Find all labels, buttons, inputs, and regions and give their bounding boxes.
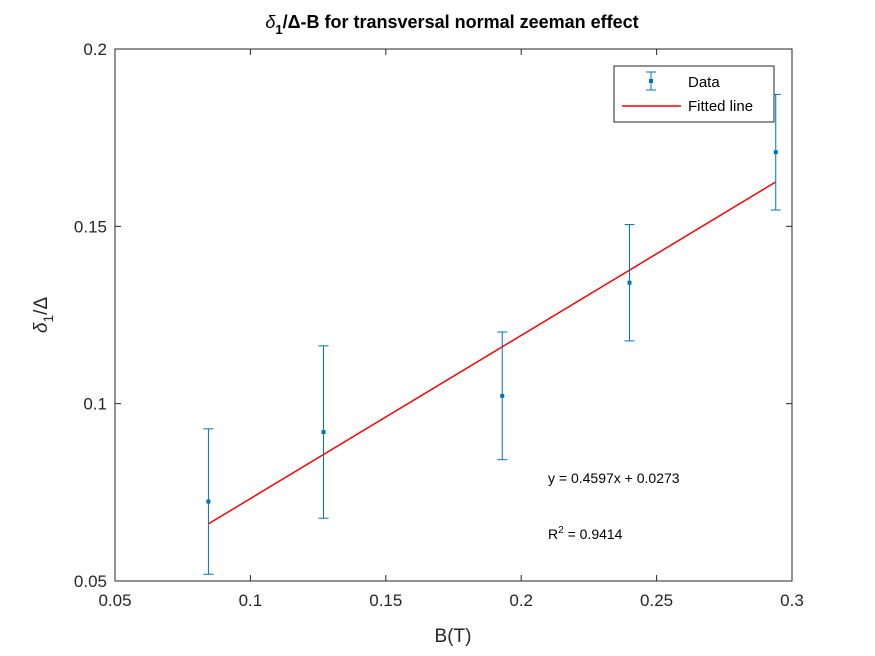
y-tick-label: 0.15 [74, 217, 107, 236]
fitted-line-layer [208, 181, 777, 525]
y-tick-label: 0.2 [83, 40, 107, 59]
x-tick-label: 0.25 [640, 591, 673, 610]
legend: Data Fitted line [613, 65, 775, 123]
legend-box [613, 65, 775, 123]
plot-area [114, 48, 793, 582]
x-axis-label: B(T) [435, 626, 472, 647]
data-point [206, 499, 211, 504]
data-point-errorbar [624, 224, 635, 342]
data-point [500, 393, 505, 398]
data-point [773, 150, 778, 155]
r-squared-annotation: R2 = 0.9414 [548, 525, 623, 542]
legend-data-marker [646, 71, 656, 91]
data-errorbar-layer [203, 93, 781, 575]
y-tick-label: 0.05 [74, 572, 107, 591]
x-tick-label: 0.1 [239, 591, 263, 610]
x-tick-label: 0.15 [369, 591, 402, 610]
x-tick-labels: 0.05 0.1 0.15 0.2 0.25 0.3 [98, 591, 803, 610]
legend-fit-label: Fitted line [688, 98, 753, 115]
y-tick-labels: 0.05 0.1 0.15 0.2 [74, 40, 107, 591]
y-tick-label: 0.1 [83, 395, 107, 414]
x-tick-label: 0.2 [509, 591, 533, 610]
y-axis-label: δ1/Δ [31, 297, 56, 334]
axis-ticks [114, 48, 793, 582]
data-point-errorbar [203, 428, 214, 575]
data-point [321, 430, 326, 435]
fitted-line [208, 181, 777, 525]
data-point [627, 280, 632, 285]
x-tick-label: 0.05 [98, 591, 131, 610]
data-point-errorbar [318, 345, 329, 519]
data-point-errorbar [497, 331, 508, 461]
chart-title: δ1/Δ-B for transversal normal zeeman eff… [265, 12, 638, 37]
x-tick-label: 0.3 [780, 591, 804, 610]
legend-data-label: Data [688, 74, 720, 91]
equation-annotation: y = 0.4597x + 0.0273 [548, 470, 680, 486]
